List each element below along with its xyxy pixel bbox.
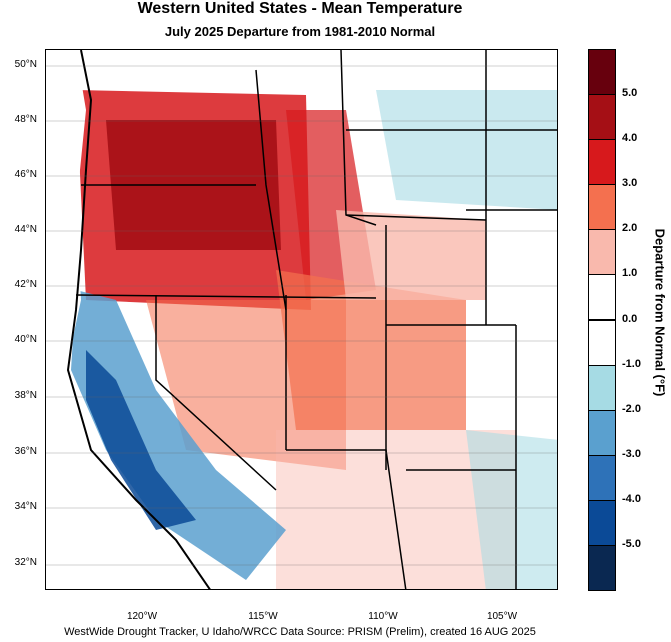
color-legend [588, 49, 616, 591]
coastline [66, 50, 211, 589]
map-subtitle: July 2025 Departure from 1981-2010 Norma… [164, 24, 436, 39]
lat-label-40: 40°N [14, 334, 37, 345]
lat-label-50: 50°N [14, 59, 37, 70]
legend-label: -3.0 [622, 447, 641, 460]
legend-label: -2.0 [622, 402, 641, 415]
legend-swatch [588, 409, 616, 456]
legend-label: 3.0 [622, 177, 638, 190]
legend-label: -4.0 [622, 492, 641, 505]
lat-label-34: 34°N [14, 501, 37, 512]
legend-swatch [588, 274, 616, 321]
map-title: Western United States - Mean Temperature [137, 0, 463, 17]
california-coast-cold [86, 350, 196, 530]
lon-label-110w: 110°W [368, 611, 398, 622]
legend-swatch [588, 364, 616, 411]
map-svg [46, 50, 557, 589]
legend-label: -5.0 [622, 537, 641, 550]
legend-swatch [588, 49, 616, 96]
footer-credit: WestWide Drought Tracker, U Idaho/WRCC D… [64, 626, 536, 638]
legend-swatch [588, 319, 616, 366]
california-coast-area [71, 290, 286, 580]
legend-swatch [588, 139, 616, 186]
lon-label-115w: 115°W [248, 611, 278, 622]
utah-colorado-area [276, 270, 466, 430]
legend-swatch [588, 94, 616, 141]
legend-label: 2.0 [622, 222, 638, 235]
legend-swatch [588, 229, 616, 276]
pacific-ocean [46, 50, 195, 589]
lat-label-38: 38°N [14, 390, 37, 401]
state-borders [75, 50, 557, 589]
legend-label: 5.0 [622, 87, 638, 100]
lat-label-44: 44°N [14, 224, 37, 235]
lat-label-46: 46°N [14, 169, 37, 180]
lat-label-36: 36°N [14, 446, 37, 457]
legend-swatch [588, 544, 616, 591]
legend-label: -1.0 [622, 357, 641, 370]
legend-label: 0.0 [622, 312, 638, 325]
lon-label-105w: 105°W [486, 611, 518, 622]
lon-label-120w: 120°W [126, 611, 158, 622]
wyoming-area [336, 210, 486, 300]
lat-label-32: 32°N [14, 557, 37, 568]
temperature-map [45, 49, 558, 590]
legend-swatch [588, 454, 616, 501]
lat-label-48: 48°N [14, 114, 37, 125]
legend-label: 1.0 [622, 267, 638, 280]
legend-label: 4.0 [622, 132, 638, 145]
legend-swatch [588, 184, 616, 231]
lat-label-42: 42°N [14, 279, 37, 290]
legend-swatch [588, 499, 616, 546]
legend-title: Departure from Normal (°F) [652, 228, 668, 397]
graticule [46, 65, 557, 566]
northern-plains-area [376, 90, 557, 210]
